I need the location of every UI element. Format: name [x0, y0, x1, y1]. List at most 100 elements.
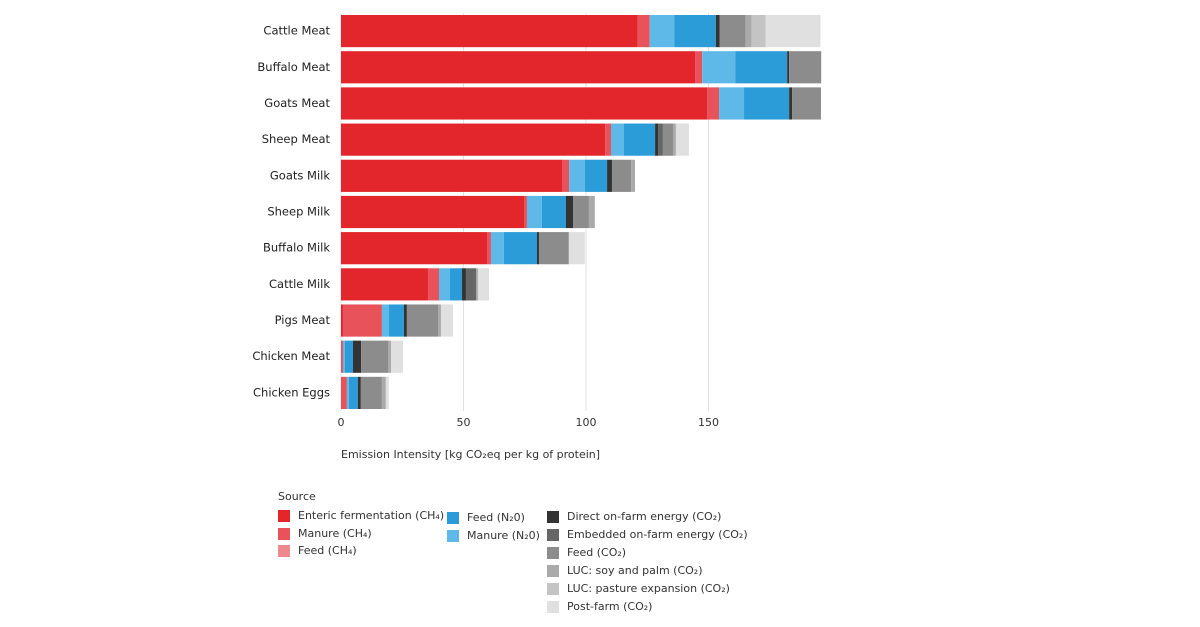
- bar-segment: [357, 376, 361, 409]
- bar-segment: [719, 15, 746, 48]
- bar-segment: [341, 15, 638, 48]
- bar-segment: [381, 376, 386, 409]
- bar-segment: [745, 15, 752, 48]
- bar-segment: [406, 304, 439, 337]
- x-axis-title: Emission Intensity [kg CO₂eq per kg of p…: [341, 448, 600, 461]
- bar-segment: [403, 304, 407, 337]
- bar-segment: [389, 304, 404, 337]
- y-tick-label: Sheep Milk: [267, 205, 330, 219]
- legend-label: LUC: soy and palm (CO₂): [567, 564, 703, 577]
- legend-label: Manure (CH₄): [298, 527, 372, 540]
- bar-segment: [792, 87, 821, 120]
- legend-label: LUC: pasture expansion (CO₂): [567, 582, 730, 595]
- bar-segment: [744, 87, 790, 120]
- y-tick-label: Buffalo Milk: [263, 241, 330, 255]
- bar-segment: [388, 340, 391, 373]
- legend-swatch: [447, 530, 459, 542]
- bar-segment: [346, 376, 349, 409]
- bar-segment: [385, 376, 389, 409]
- bar-segment: [341, 51, 696, 84]
- legend-label: Direct on-farm energy (CO₂): [567, 510, 721, 523]
- legend-swatch: [547, 601, 559, 613]
- legend-label: Post-farm (CO₂): [567, 600, 652, 613]
- bar-segment: [503, 232, 537, 265]
- bar-segment: [611, 159, 632, 192]
- bar-segment: [341, 376, 347, 409]
- bar-segment: [344, 340, 354, 373]
- y-tick-label: Chicken Eggs: [253, 385, 330, 399]
- bar-segment: [607, 159, 612, 192]
- bar-segment: [341, 87, 708, 120]
- legend-swatch: [447, 512, 459, 524]
- bar-segment: [658, 123, 663, 156]
- bar-segment: [381, 304, 390, 337]
- bar-segment: [342, 304, 382, 337]
- bar-segment: [341, 304, 343, 337]
- bar-segment: [715, 15, 720, 48]
- bar-segment: [465, 268, 476, 301]
- bar-segment: [675, 123, 689, 156]
- legend-swatch: [278, 545, 290, 557]
- bar-segment: [568, 232, 585, 265]
- bar-segment: [751, 15, 766, 48]
- bar-segment: [341, 195, 525, 229]
- bar-segment: [438, 304, 441, 337]
- x-tick-label: 150: [698, 416, 719, 429]
- bar-segment: [487, 232, 491, 265]
- bar-segment: [439, 268, 451, 301]
- bar-segment: [662, 123, 673, 156]
- bar-segment: [789, 87, 793, 120]
- y-tick-label: Goats Milk: [270, 168, 330, 182]
- bar-segment: [541, 195, 566, 229]
- bar-segment: [695, 51, 703, 84]
- legend-swatch: [278, 528, 290, 540]
- legend-swatch: [547, 529, 559, 541]
- bar-segment: [361, 340, 389, 373]
- bar-segment: [588, 195, 595, 229]
- bar-segment: [637, 15, 650, 48]
- y-tick-label: Goats Meat: [264, 96, 330, 110]
- bar-segment: [789, 51, 822, 84]
- bar-segment: [672, 123, 676, 156]
- bar-segment: [353, 340, 362, 373]
- bar-segment: [702, 51, 736, 84]
- bar-segment: [538, 232, 569, 265]
- legend-label: Enteric fermentation (CH₄): [298, 509, 444, 522]
- y-tick-label: Chicken Meat: [252, 349, 330, 363]
- x-tick-label: 0: [338, 416, 345, 429]
- bar-segment: [649, 15, 675, 48]
- legend-label: Embedded on-farm energy (CO₂): [567, 528, 748, 541]
- bar-segment: [605, 123, 611, 156]
- bar-segment: [490, 232, 504, 265]
- y-tick-label: Buffalo Meat: [257, 60, 330, 74]
- bar-segment: [631, 159, 635, 192]
- legend-label: Feed (CH₄): [298, 544, 357, 557]
- legend-swatch: [547, 583, 559, 595]
- bar-segment: [787, 51, 790, 84]
- bar-segment: [537, 232, 539, 265]
- legend-label: Feed (CO₂): [567, 546, 626, 559]
- bar-segment: [573, 195, 589, 229]
- legend-label: Manure (N₂0): [467, 529, 540, 542]
- bar-segment: [390, 340, 403, 373]
- legend-swatch: [547, 565, 559, 577]
- bar-segment: [341, 268, 428, 301]
- legend-swatch: [278, 510, 290, 522]
- bar-segment: [348, 376, 358, 409]
- bar-segment: [477, 268, 489, 301]
- bar-segment: [341, 340, 343, 373]
- x-tick-label: 50: [457, 416, 471, 429]
- bar-segment: [475, 268, 478, 301]
- bar-segment: [674, 15, 716, 48]
- x-tick-label: 100: [576, 416, 597, 429]
- bar-segment: [440, 304, 453, 337]
- legend-swatch: [547, 547, 559, 559]
- bar-segment: [655, 123, 659, 156]
- bar-segment: [360, 376, 382, 409]
- bar-segment: [719, 87, 745, 120]
- bar-segment: [623, 123, 656, 156]
- bar-segment: [341, 159, 562, 192]
- bar-segment: [561, 159, 570, 192]
- bar-segment: [341, 123, 606, 156]
- bar-segment: [462, 268, 466, 301]
